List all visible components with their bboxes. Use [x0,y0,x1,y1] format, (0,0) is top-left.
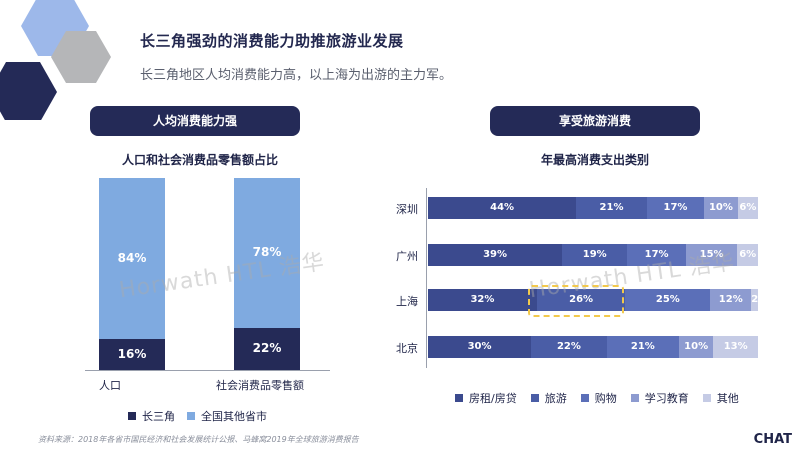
row-label: 北京 [396,342,418,355]
bar-segment: 13% [713,336,758,358]
right-panel-pill: 享受旅游消费 [490,106,700,136]
bar-segment: 21% [576,197,647,219]
hexagon-gray [51,31,111,83]
brand-logo: CHAT [753,432,792,447]
bar-segment-yangtze-1 [234,327,300,370]
bar-segment: 17% [646,197,705,219]
left-legend: 长三角 全国其他省市 [128,408,267,424]
x-axis-line [85,370,330,371]
bar-segment: 21% [606,336,679,358]
row-label: 深圳 [396,203,418,216]
category-label-population: 人口 [99,379,121,392]
legend-label-travel: 旅游 [544,392,567,405]
bar-value-label: 16% [117,346,147,361]
bar-segment: 32% [428,289,537,311]
bar-segment: 6% [737,197,758,219]
bar-segment: 10% [704,197,738,219]
bar-segment: 30% [428,336,532,358]
highlight-box [528,285,624,317]
hexagon-decoration [0,0,111,120]
left-panel-pill: 人均消费能力强 [90,106,300,136]
bar-segment: 17% [627,244,686,266]
bar-segment: 22% [531,336,607,358]
row-label: 上海 [396,295,418,308]
legend-label-yangtze: 长三角 [142,410,175,423]
bar-segment: 26% [536,289,626,311]
page-title: 长三角强劲的消费能力助推旅游业发展 [140,32,404,50]
right-chart-title: 年最高消费支出类别 [540,153,649,167]
bar-segment: 25% [625,289,711,311]
bar-segment: 2% [751,289,758,311]
row-label: 广州 [396,250,418,263]
bar-segment: 44% [428,197,577,219]
right-legend: 房租/房贷 旅游 购物 学习教育 其他 [455,390,739,406]
bar-segment-yangtze-0 [99,339,165,370]
y-axis-line [426,188,427,368]
bar-segment: 12% [710,289,752,311]
legend-label-shopping: 购物 [594,392,617,405]
legend-label-other: 其他 [716,392,739,405]
bar-segment-other-1 [234,178,300,328]
bar-value-label: 78% [252,244,282,259]
legend-swatch-travel [530,394,539,402]
bar-segment: 15% [685,244,738,266]
page-subtitle: 长三角地区人均消费能力高，以上海为出游的主力军。 [140,68,453,83]
hexagon-dark [0,62,57,120]
source-note: 资料来源：2018年各省市国民经济和社会发展统计公报、马蜂窝2019年全球旅游消… [38,435,359,444]
legend-swatch-other [702,394,711,402]
legend-swatch-education [630,394,639,402]
left-chart-title: 人口和社会消费品零售额占比 [121,153,278,167]
category-label-retail-sales: 社会消费品零售额 [216,379,304,392]
legend-swatch-other-provinces [187,412,195,420]
bar-segment: 10% [678,336,714,358]
legend-label-other-provinces: 全国其他省市 [201,410,267,423]
legend-label-rent: 房租/房贷 [469,392,517,405]
legend-swatch-shopping [580,394,589,402]
bar-segment: 39% [428,244,563,266]
bar-segment-other-0 [99,178,165,340]
bar-value-label: 84% [117,250,147,265]
bar-segment: 19% [562,244,628,266]
legend-swatch-yangtze [128,412,136,420]
bar-segment: 6% [737,244,758,266]
bar-value-label: 22% [252,340,282,355]
legend-swatch-rent [455,394,463,402]
legend-label-education: 学习教育 [644,392,689,405]
